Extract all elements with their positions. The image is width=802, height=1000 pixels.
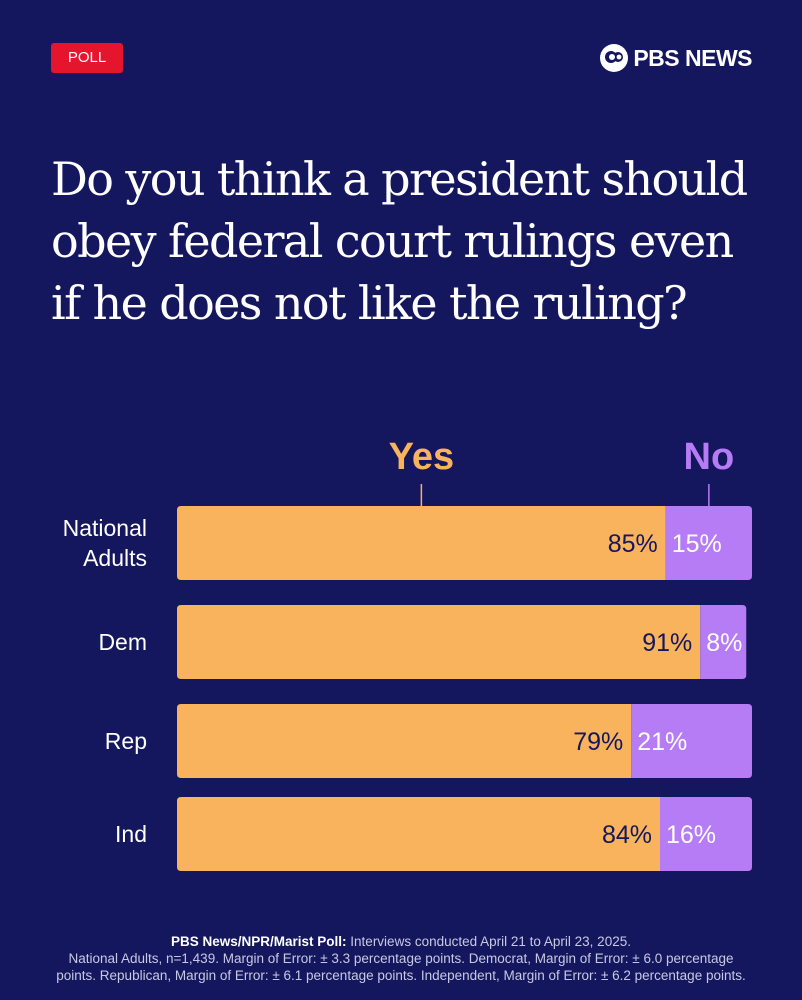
value-label-no: 21% [637,728,687,756]
category-label: Rep [105,728,147,754]
footer-line-3: points. Republican, Margin of Error: ± 6… [56,968,746,983]
value-label-no: 16% [666,821,716,849]
footer-line-2: National Adults, n=1,439. Margin of Erro… [68,951,734,966]
bar-yes [177,605,701,679]
value-label-yes: 91% [642,629,692,657]
question-title: Do you think a president should obey fed… [51,152,748,330]
footer-line-1: Interviews conducted April 21 to April 2… [346,934,631,949]
bar-yes [177,704,632,778]
value-label-yes: 85% [608,530,658,558]
category-label: Adults [83,545,147,571]
bar-no [700,605,747,679]
footer-note: PBS News/NPR/Marist Poll: Interviews con… [0,933,802,984]
bar-yes [177,506,666,580]
value-label-no: 8% [706,629,742,657]
value-label-yes: 84% [602,821,652,849]
pbs-head-icon [600,44,629,72]
legend-no: No [684,436,735,478]
poll-badge: POLL [51,43,123,73]
pbs-news-logo: PBS NEWS [599,42,752,74]
footer-source: PBS News/NPR/Marist Poll: [171,934,347,949]
category-label: Dem [98,629,147,655]
bar-no [660,797,752,871]
brand-name: PBS NEWS [633,44,752,71]
value-label-yes: 79% [573,728,623,756]
value-label-no: 15% [672,530,722,558]
category-label: National [63,515,147,541]
category-label: Ind [115,821,147,847]
bar-yes [177,797,660,871]
bar-no [631,704,752,778]
bar-no [665,506,752,580]
legend-yes: Yes [389,436,455,478]
